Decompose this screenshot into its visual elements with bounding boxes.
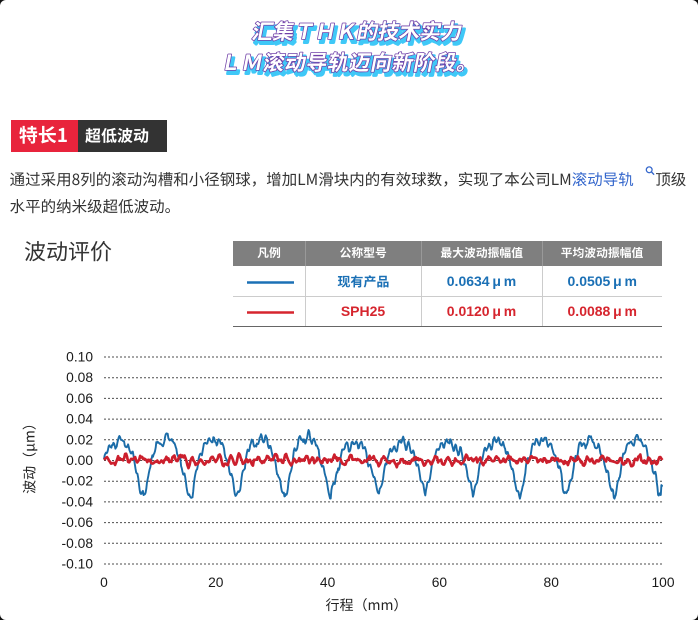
svg-text:0.00: 0.00 [66, 453, 93, 468]
svg-text:40: 40 [320, 575, 336, 590]
svg-text:0.08: 0.08 [66, 370, 93, 385]
svg-text:-0.10: -0.10 [62, 557, 94, 572]
svg-text:0: 0 [100, 575, 108, 590]
svg-text:100: 100 [651, 575, 674, 590]
svg-text:0.10: 0.10 [66, 350, 93, 365]
svg-text:-0.06: -0.06 [62, 515, 94, 530]
svg-text:0.06: 0.06 [66, 391, 93, 406]
svg-text:60: 60 [432, 575, 448, 590]
svg-text:80: 80 [544, 575, 560, 590]
svg-text:0.04: 0.04 [66, 412, 93, 427]
svg-text:0.02: 0.02 [66, 432, 93, 447]
svg-text:-0.08: -0.08 [62, 536, 94, 551]
svg-text:-0.02: -0.02 [62, 474, 93, 489]
svg-text:20: 20 [208, 575, 224, 590]
svg-text:-0.04: -0.04 [62, 494, 94, 509]
